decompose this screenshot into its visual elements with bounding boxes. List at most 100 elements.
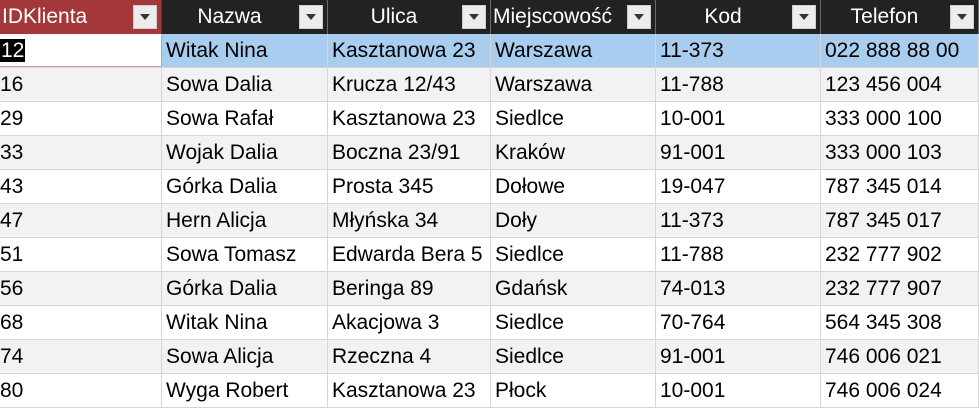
cell-nazwa[interactable]: Górka Dalia bbox=[162, 170, 328, 203]
chevron-down-icon bbox=[634, 14, 644, 20]
cell-ulica[interactable]: Prosta 345 bbox=[328, 170, 491, 203]
cell-ulica[interactable]: Rzeczna 4 bbox=[328, 340, 491, 373]
table-row[interactable]: 33 Wojak Dalia Boczna 23/91 Kraków 91-00… bbox=[0, 136, 979, 170]
cell-kod[interactable]: 11-788 bbox=[656, 238, 821, 271]
cell-telefon[interactable]: 123 456 004 bbox=[821, 68, 979, 101]
cell-nazwa[interactable]: Witak Nina bbox=[162, 34, 328, 67]
cell-kod[interactable]: 19-047 bbox=[656, 170, 821, 203]
cell-miejscowosc[interactable]: Siedlce bbox=[491, 102, 656, 135]
cell-kod[interactable]: 11-373 bbox=[656, 204, 821, 237]
cell-miejscowosc[interactable]: Warszawa bbox=[491, 68, 656, 101]
table-row[interactable]: 29 Sowa Rafał Kasztanowa 23 Siedlce 10-0… bbox=[0, 102, 979, 136]
cell-ulica[interactable]: Krucza 12/43 bbox=[328, 68, 491, 101]
table-row[interactable]: 43 Górka Dalia Prosta 345 Dołowe 19-047 … bbox=[0, 170, 979, 204]
cell-miejscowosc[interactable]: Siedlce bbox=[491, 238, 656, 271]
cell-ulica[interactable]: Akacjowa 3 bbox=[328, 306, 491, 339]
cell-miejscowosc[interactable]: Gdańsk bbox=[491, 272, 656, 305]
cell-idklienta[interactable]: 29 bbox=[0, 102, 162, 135]
cell-miejscowosc[interactable]: Doły bbox=[491, 204, 656, 237]
cell-telefon[interactable]: 787 345 014 bbox=[821, 170, 979, 203]
table-row[interactable]: 16 Sowa Dalia Krucza 12/43 Warszawa 11-7… bbox=[0, 68, 979, 102]
cell-miejscowosc[interactable]: Dołowe bbox=[491, 170, 656, 203]
column-header-label: Telefon bbox=[850, 5, 919, 28]
cell-telefon[interactable]: 746 006 021 bbox=[821, 340, 979, 373]
cell-idklienta[interactable]: 51 bbox=[0, 238, 162, 271]
cell-idklienta[interactable]: 68 bbox=[0, 306, 162, 339]
cell-nazwa[interactable]: Sowa Rafał bbox=[162, 102, 328, 135]
filter-dropdown-button[interactable] bbox=[792, 5, 816, 29]
filter-dropdown-button[interactable] bbox=[299, 5, 323, 29]
cell-miejscowosc[interactable]: Płock bbox=[491, 374, 656, 407]
cell-nazwa[interactable]: Sowa Alicja bbox=[162, 340, 328, 373]
cell-nazwa[interactable]: Sowa Tomasz bbox=[162, 238, 328, 271]
table-row[interactable]: 80 Wyga Robert Kasztanowa 23 Płock 10-00… bbox=[0, 374, 979, 408]
column-header-label: Kod bbox=[704, 5, 742, 28]
cell-nazwa[interactable]: Hern Alicja bbox=[162, 204, 328, 237]
chevron-down-icon bbox=[799, 14, 809, 20]
cell-nazwa[interactable]: Sowa Dalia bbox=[162, 68, 328, 101]
cell-nazwa[interactable]: Wyga Robert bbox=[162, 374, 328, 407]
cell-nazwa[interactable]: Górka Dalia bbox=[162, 272, 328, 305]
cell-kod[interactable]: 11-373 bbox=[656, 34, 821, 67]
column-header-telefon[interactable]: Telefon bbox=[821, 0, 979, 34]
cell-miejscowosc[interactable]: Kraków bbox=[491, 136, 656, 169]
filter-dropdown-button[interactable] bbox=[133, 5, 157, 29]
cell-id-text: 12 bbox=[0, 39, 26, 62]
header-row: IDKlienta Nazwa Ulica Miejscowość Kod Te… bbox=[0, 0, 979, 34]
cell-idklienta[interactable]: 80 bbox=[0, 374, 162, 407]
column-header-miejscowosc[interactable]: Miejscowość bbox=[491, 0, 656, 34]
cell-telefon[interactable]: 787 345 017 bbox=[821, 204, 979, 237]
cell-idklienta[interactable]: 74 bbox=[0, 340, 162, 373]
cell-nazwa[interactable]: Witak Nina bbox=[162, 306, 328, 339]
cell-kod[interactable]: 10-001 bbox=[656, 102, 821, 135]
column-header-label: Miejscowość bbox=[493, 5, 613, 28]
cell-kod[interactable]: 74-013 bbox=[656, 272, 821, 305]
cell-kod[interactable]: 70-764 bbox=[656, 306, 821, 339]
cell-telefon[interactable]: 333 000 100 bbox=[821, 102, 979, 135]
cell-telefon[interactable]: 333 000 103 bbox=[821, 136, 979, 169]
chevron-down-icon bbox=[306, 14, 316, 20]
cell-nazwa[interactable]: Wojak Dalia bbox=[162, 136, 328, 169]
cell-kod[interactable]: 91-001 bbox=[656, 136, 821, 169]
filter-dropdown-button[interactable] bbox=[950, 5, 974, 29]
table-row[interactable]: 56 Górka Dalia Beringa 89 Gdańsk 74-013 … bbox=[0, 272, 979, 306]
cell-idklienta[interactable]: 56 bbox=[0, 272, 162, 305]
column-header-idklienta[interactable]: IDKlienta bbox=[0, 0, 162, 34]
chevron-down-icon bbox=[140, 14, 150, 20]
cell-ulica[interactable]: Beringa 89 bbox=[328, 272, 491, 305]
table-row[interactable]: 68 Witak Nina Akacjowa 3 Siedlce 70-764 … bbox=[0, 306, 979, 340]
cell-ulica[interactable]: Kasztanowa 23 bbox=[328, 102, 491, 135]
cell-telefon[interactable]: 022 888 88 00 bbox=[821, 34, 979, 67]
cell-idklienta[interactable]: 33 bbox=[0, 136, 162, 169]
cell-telefon[interactable]: 564 345 308 bbox=[821, 306, 979, 339]
filter-dropdown-button[interactable] bbox=[462, 5, 486, 29]
column-header-ulica[interactable]: Ulica bbox=[328, 0, 491, 34]
cell-telefon[interactable]: 746 006 024 bbox=[821, 374, 979, 407]
cell-kod[interactable]: 11-788 bbox=[656, 68, 821, 101]
cell-idklienta[interactable]: 43 bbox=[0, 170, 162, 203]
cell-miejscowosc[interactable]: Siedlce bbox=[491, 340, 656, 373]
cell-telefon[interactable]: 232 777 902 bbox=[821, 238, 979, 271]
cell-ulica[interactable]: Młyńska 34 bbox=[328, 204, 491, 237]
chevron-down-icon bbox=[957, 14, 967, 20]
cell-miejscowosc[interactable]: Warszawa bbox=[491, 34, 656, 67]
table-row[interactable]: 74 Sowa Alicja Rzeczna 4 Siedlce 91-001 … bbox=[0, 340, 979, 374]
cell-miejscowosc[interactable]: Siedlce bbox=[491, 306, 656, 339]
column-header-label: IDKlienta bbox=[2, 5, 88, 28]
table-row[interactable]: 51 Sowa Tomasz Edwarda Bera 5 Siedlce 11… bbox=[0, 238, 979, 272]
cell-ulica[interactable]: Kasztanowa 23 bbox=[328, 374, 491, 407]
cell-kod[interactable]: 91-001 bbox=[656, 340, 821, 373]
table-row[interactable]: 47 Hern Alicja Młyńska 34 Doły 11-373 78… bbox=[0, 204, 979, 238]
column-header-kod[interactable]: Kod bbox=[656, 0, 821, 34]
table-row[interactable]: 12 Witak Nina Kasztanowa 23 Warszawa 11-… bbox=[0, 34, 979, 68]
cell-ulica[interactable]: Kasztanowa 23 bbox=[328, 34, 491, 67]
cell-telefon[interactable]: 232 777 907 bbox=[821, 272, 979, 305]
cell-idklienta[interactable]: 47 bbox=[0, 204, 162, 237]
cell-ulica[interactable]: Edwarda Bera 5 bbox=[328, 238, 491, 271]
filter-dropdown-button[interactable] bbox=[627, 5, 651, 29]
column-header-nazwa[interactable]: Nazwa bbox=[162, 0, 328, 34]
cell-idklienta[interactable]: 12 bbox=[0, 34, 162, 67]
cell-idklienta[interactable]: 16 bbox=[0, 68, 162, 101]
cell-kod[interactable]: 10-001 bbox=[656, 374, 821, 407]
cell-ulica[interactable]: Boczna 23/91 bbox=[328, 136, 491, 169]
